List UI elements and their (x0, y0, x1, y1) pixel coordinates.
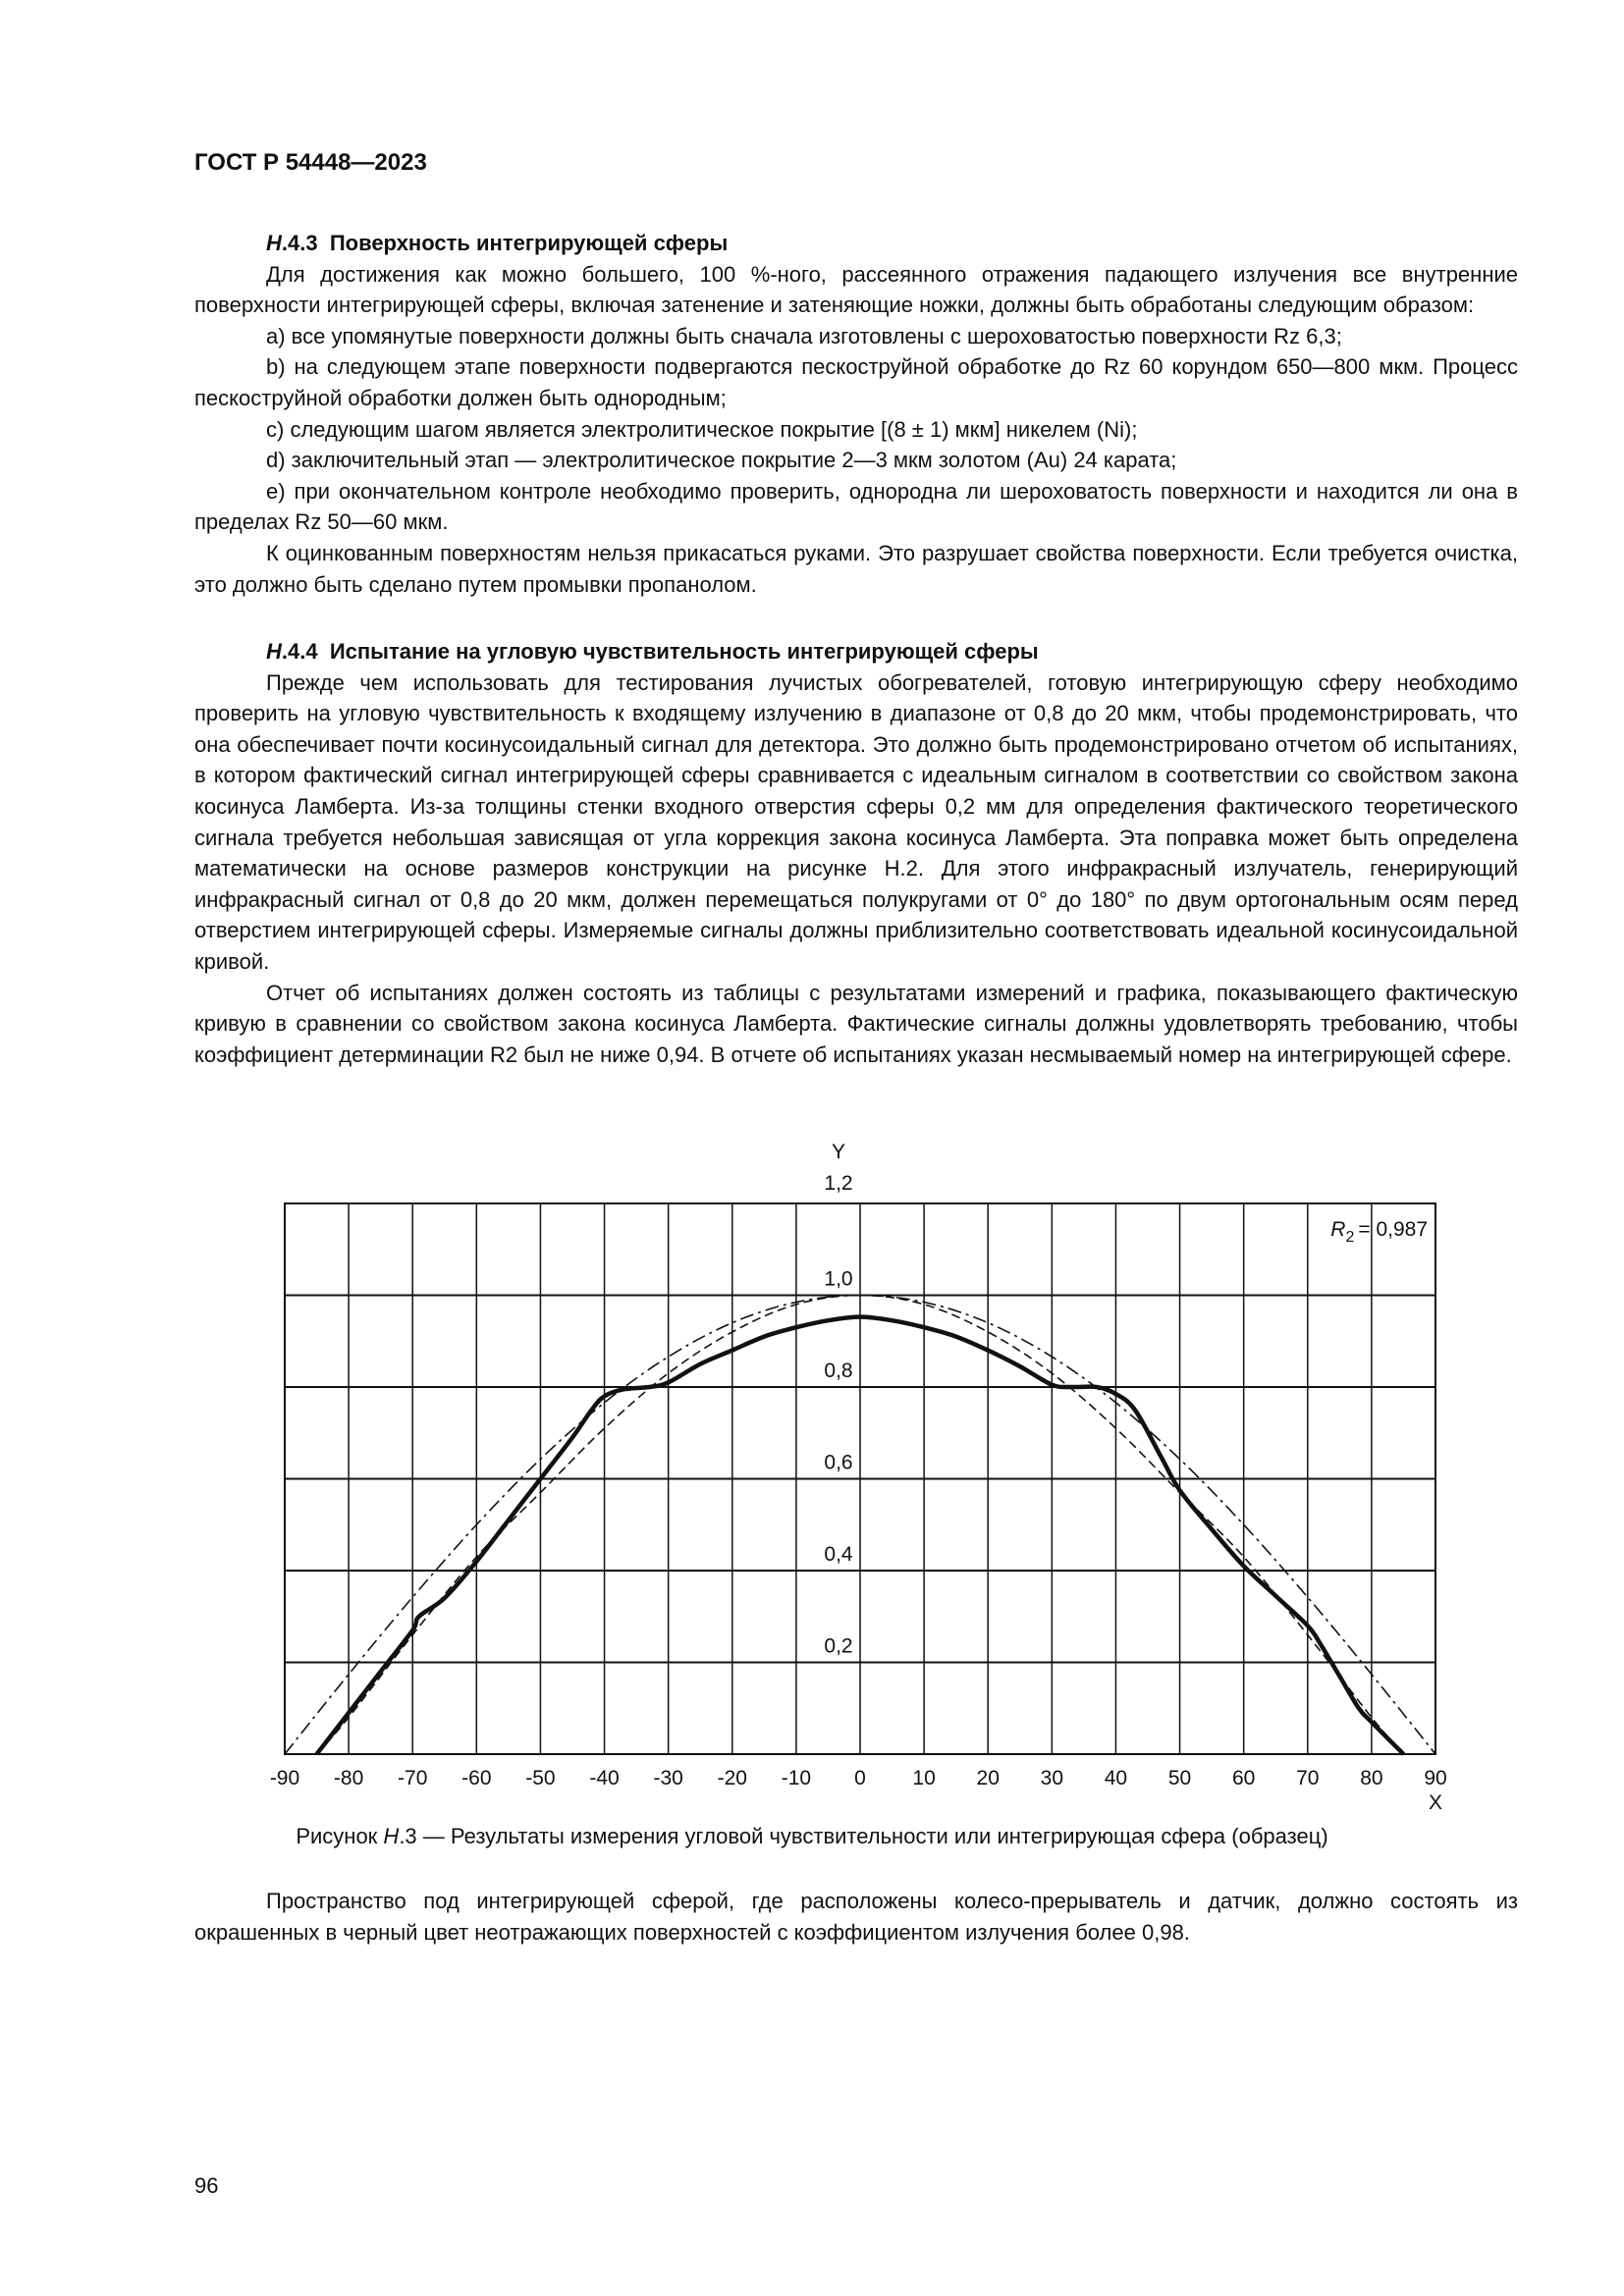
x-tick-label: 50 (1168, 1767, 1191, 1789)
section-heading: Н.4.4 Испытание на угловую чувствительно… (266, 639, 1039, 664)
y-axis-label: Y (832, 1141, 845, 1163)
paragraph: Прежде чем использовать для тестирования… (194, 669, 1518, 974)
x-tick-label: -70 (398, 1767, 427, 1789)
r2-annotation: R2 = 0,987 (1330, 1218, 1428, 1246)
curve-solid-thick (314, 1314, 1406, 1756)
section-h-4-3: Н.4.3 Поверхность интегрирующей сферы Дл… (194, 228, 1518, 600)
page-number: 96 (194, 2173, 219, 2198)
list-item: d) заключительный этап — электролитическ… (266, 448, 1177, 473)
x-tick-label: 70 (1296, 1767, 1319, 1789)
closing-section: Пространство под интегрирующей сферой, г… (194, 1886, 1518, 1948)
list-item: b) на следующем этапе поверхности подвер… (194, 354, 1518, 410)
x-tick-label: -80 (334, 1767, 363, 1789)
y-tick-label: 0,6 (824, 1452, 852, 1474)
curve-dashed (315, 1294, 1405, 1755)
x-tick-label: -30 (653, 1767, 682, 1789)
x-tick-label: 10 (912, 1767, 935, 1789)
y-tick-label: 0,4 (824, 1543, 853, 1566)
x-tick-label: 0 (854, 1767, 866, 1789)
section-heading: Н.4.3 Поверхность интегрирующей сферы (266, 231, 729, 255)
list-item: e) при окончательном контроле необходимо… (194, 478, 1518, 535)
x-tick-label: -10 (782, 1767, 811, 1789)
list-item: c) следующим шагом является электролитич… (266, 416, 1138, 442)
y-tick-label: 0,8 (824, 1360, 852, 1382)
figure-caption: Рисунок Н.3 — Результаты измерения углов… (296, 1824, 1328, 1848)
paragraph: Для достижения как можно большего, 100 %… (194, 261, 1518, 318)
paragraph: Пространство под интегрирующей сферой, г… (194, 1889, 1518, 1945)
x-tick-label: 90 (1424, 1767, 1446, 1789)
x-axis-label: X (1429, 1791, 1442, 1814)
x-tick-label: 40 (1105, 1767, 1127, 1789)
list-item: a) все упомянутые поверхности должны быт… (266, 323, 1342, 348)
x-tick-label: 30 (1041, 1767, 1063, 1789)
y-tick-label: 1,0 (824, 1268, 852, 1291)
x-tick-label: 60 (1232, 1767, 1255, 1789)
x-tick-label: 20 (977, 1767, 1000, 1789)
y-tick-label: 1,2 (824, 1172, 852, 1195)
x-tick-label: -90 (270, 1767, 299, 1789)
paragraph: Отчет об испытаниях должен состоять из т… (194, 980, 1518, 1067)
paragraph: К оцинкованным поверхностям нельзя прика… (194, 540, 1518, 597)
x-tick-label: -50 (525, 1767, 555, 1789)
document-header: ГОСТ Р 54448—2023 (194, 149, 427, 176)
x-tick-label: -20 (718, 1767, 747, 1789)
x-tick-label: 80 (1360, 1767, 1382, 1789)
y-tick-label: 0,2 (824, 1635, 852, 1658)
x-tick-label: -60 (461, 1767, 491, 1789)
section-h-4-4: Н.4.4 Испытание на угловую чувствительно… (194, 636, 1518, 1070)
x-tick-label: -40 (589, 1767, 619, 1789)
